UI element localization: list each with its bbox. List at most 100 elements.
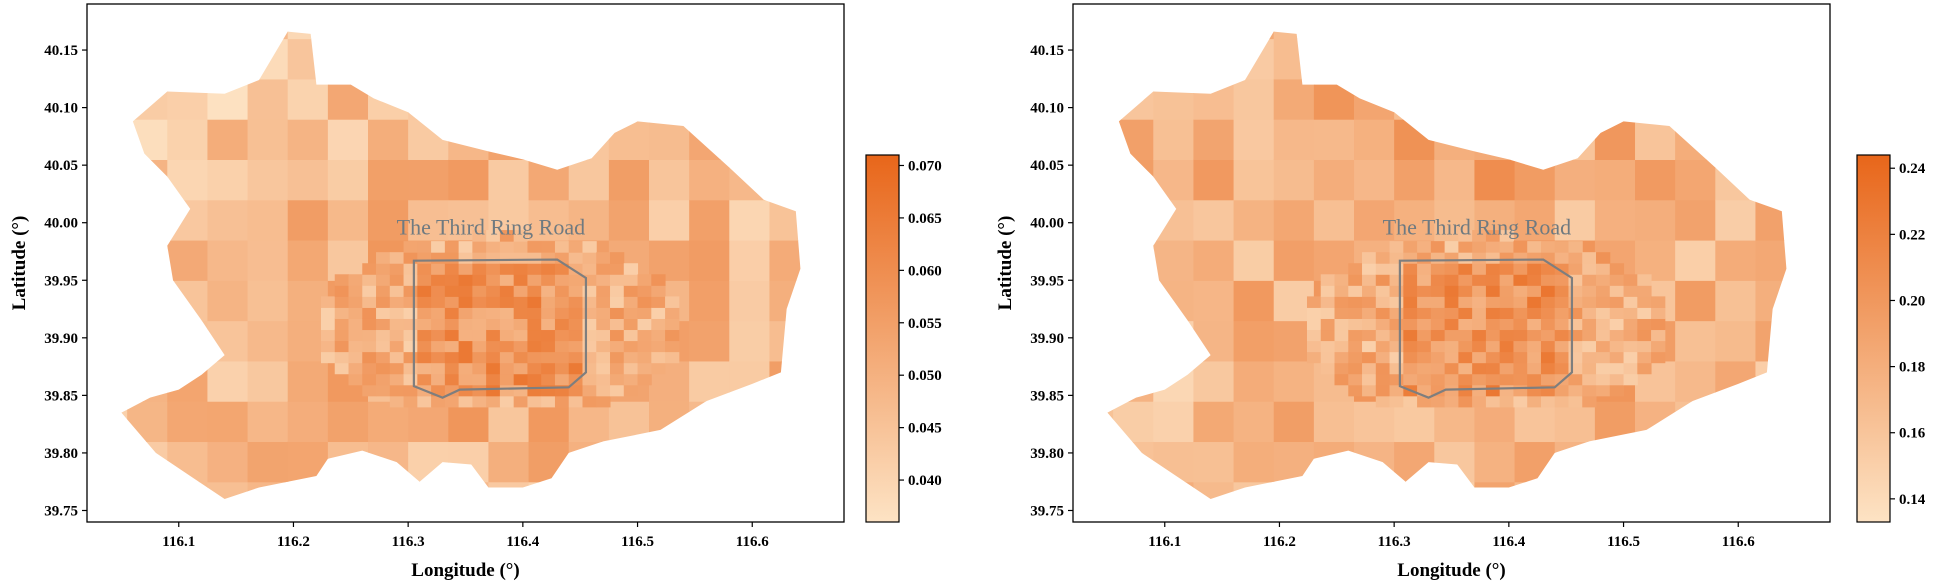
colorbar-tick-label: 0.22: [1899, 227, 1925, 243]
district-cell: [1273, 441, 1315, 483]
district-cell: [1513, 340, 1528, 353]
district-cell: [368, 159, 409, 201]
district-cell: [1623, 340, 1638, 353]
district-cell: [1609, 285, 1625, 297]
district-cell: [472, 252, 487, 264]
district-cell: [376, 329, 391, 342]
district-cell: [1715, 38, 1757, 80]
district-cell: [486, 252, 501, 264]
district-cell: [1107, 38, 1114, 80]
district-cell: [334, 329, 350, 342]
colorbar-tick-label: 0.20: [1899, 293, 1925, 309]
district-cell: [527, 329, 542, 342]
district-cell: [554, 318, 570, 331]
district-cell: [1554, 241, 1569, 253]
district-cell: [527, 340, 542, 353]
district-cell: [1499, 329, 1514, 342]
district-cell: [458, 285, 473, 297]
district-cell: [417, 373, 432, 386]
district-cell: [1375, 384, 1391, 397]
district-cell: [362, 285, 377, 297]
district-cell: [167, 119, 209, 160]
district-cell: [207, 481, 249, 499]
district-cell: [1514, 38, 1556, 80]
district-cell: [431, 351, 446, 364]
district-cell: [499, 340, 515, 353]
district-cell: [1389, 384, 1404, 397]
y-tick-label: 39.85: [1030, 388, 1064, 404]
district-cell: [1233, 31, 1275, 40]
district-cell: [1273, 481, 1315, 499]
district-cell: [376, 285, 391, 297]
district-cell: [488, 38, 530, 80]
district-cell: [486, 362, 501, 375]
district-cell: [1513, 351, 1528, 364]
district-cell: [1554, 159, 1596, 201]
district-cell: [769, 401, 801, 443]
district-cell: [1472, 351, 1487, 364]
district-cell: [1193, 320, 1235, 362]
district-cell: [637, 274, 652, 286]
district-cell: [488, 441, 530, 483]
district-cell: [348, 296, 363, 308]
district-cell: [1623, 318, 1638, 331]
district-cell: [1434, 119, 1476, 160]
district-cell: [334, 274, 350, 286]
district-cell: [541, 241, 556, 253]
district-cell: [769, 199, 801, 241]
district-cell: [403, 373, 418, 386]
district-cell: [1458, 329, 1473, 342]
district-cell: [499, 252, 515, 264]
district-cell: [458, 318, 473, 331]
district-cell: [327, 199, 369, 241]
district-cell: [1651, 307, 1666, 319]
district-cell: [1444, 307, 1459, 319]
district-cell: [689, 199, 730, 241]
district-cell: [1540, 296, 1556, 308]
district-cell: [1233, 481, 1275, 499]
district-cell: [486, 241, 501, 253]
district-cell: [1375, 351, 1391, 364]
district-cell: [207, 31, 249, 40]
district-cell: [127, 119, 168, 160]
district-cell: [1485, 318, 1501, 331]
district-cell: [1389, 362, 1404, 375]
district-cell: [1755, 78, 1787, 120]
district-cell: [1554, 263, 1569, 275]
district-cell: [1514, 481, 1556, 499]
district-cell: [527, 296, 542, 308]
district-cell: [1554, 119, 1596, 160]
district-cell: [1635, 401, 1676, 443]
district-cell: [1233, 280, 1275, 322]
district-cell: [376, 340, 391, 353]
district-cell: [649, 78, 690, 120]
district-cell: [417, 351, 432, 364]
district-cell: [1568, 263, 1583, 275]
district-cell: [582, 329, 597, 342]
district-cell: [582, 340, 597, 353]
district-cell: [1596, 340, 1611, 353]
district-cell: [167, 360, 209, 402]
district-cell: [403, 263, 418, 275]
district-cell: [431, 296, 446, 308]
district-cell: [1499, 351, 1514, 364]
district-cell: [1394, 119, 1435, 160]
district-cell: [486, 274, 501, 286]
district-cell: [1458, 340, 1473, 353]
district-cell: [608, 78, 650, 120]
district-cell: [389, 340, 405, 353]
district-cell: [1193, 78, 1235, 120]
district-cell: [127, 38, 168, 80]
district-cell: [568, 401, 610, 443]
district-cell: [362, 318, 377, 331]
district-cell: [1394, 31, 1435, 40]
district-cell: [1417, 241, 1432, 253]
y-tick-label: 39.85: [44, 388, 78, 404]
district-cell: [1403, 329, 1418, 342]
district-cell: [1651, 351, 1666, 364]
district-cell: [637, 296, 652, 308]
district-cell: [541, 263, 556, 275]
district-cell: [167, 78, 209, 120]
district-cell: [1403, 373, 1418, 386]
district-cell: [1594, 481, 1636, 499]
